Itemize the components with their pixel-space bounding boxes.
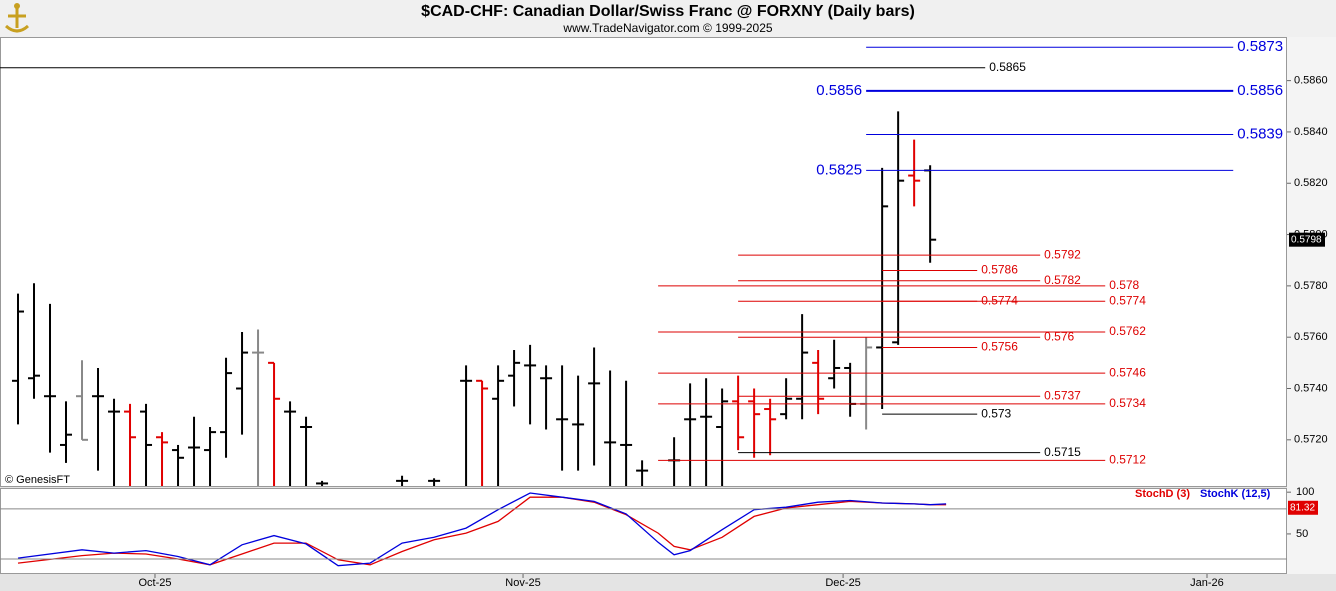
right-axis — [1287, 37, 1336, 574]
level-label: 0.573 — [981, 406, 1011, 420]
level-label: 0.5825 — [816, 161, 862, 178]
y-tick-label: 0.5740 — [1294, 382, 1328, 394]
level-label: 0.578 — [1109, 278, 1139, 292]
y-tick-label: 50 — [1296, 528, 1308, 540]
y-tick-label: 100 — [1296, 486, 1314, 498]
chart-subtitle: www.TradeNavigator.com © 1999-2025 — [562, 21, 772, 35]
last-price-box — [1289, 232, 1325, 247]
level-label: 0.5756 — [981, 340, 1018, 354]
level-label: 0.5762 — [1109, 324, 1146, 338]
logo — [4, 3, 30, 33]
legend-entry: StochD (3) — [1135, 488, 1190, 500]
level-label: 0.5715 — [1044, 445, 1081, 459]
level-label: 0.576 — [1044, 329, 1074, 343]
level-label: 0.5774 — [1109, 293, 1146, 307]
level-label: 0.5746 — [1109, 365, 1146, 379]
y-tick-label: 0.5860 — [1294, 75, 1328, 87]
level-label: 0.5786 — [981, 263, 1018, 277]
level-label: 0.5774 — [981, 293, 1018, 307]
level-label: 0.5782 — [1044, 273, 1081, 287]
chart-title: $CAD-CHF: Canadian Dollar/Swiss Franc @ … — [421, 3, 915, 20]
level-label: 0.5856 — [1237, 82, 1283, 99]
last-value-box — [1288, 500, 1318, 515]
level-label: 0.5792 — [1044, 247, 1081, 261]
price-panel — [0, 37, 1287, 487]
level-label: 0.5839 — [1237, 125, 1283, 142]
x-tick-label: Oct-25 — [138, 577, 171, 589]
level-label: 0.5737 — [1044, 388, 1081, 402]
header — [0, 0, 1336, 37]
level-label: 0.5734 — [1109, 396, 1146, 410]
last-value-label: 81.32 — [1290, 502, 1315, 513]
stoch-line — [17, 492, 947, 567]
legend-entry: StochK (12,5) — [1200, 488, 1271, 500]
y-tick-label: 0.5760 — [1294, 331, 1328, 343]
y-tick-label: 0.5840 — [1294, 126, 1328, 138]
last-price-label: 0.5798 — [1291, 234, 1322, 245]
x-tick-label: Nov-25 — [505, 577, 540, 589]
level-label: 0.5873 — [1237, 38, 1283, 55]
y-tick-label: 0.5720 — [1294, 434, 1328, 446]
y-tick-label: 0.5780 — [1294, 280, 1328, 292]
x-tick-label: Jan-26 — [1190, 577, 1224, 589]
level-label: 0.5712 — [1109, 453, 1146, 467]
y-tick-label: 0.5820 — [1294, 177, 1328, 189]
x-tick-label: Dec-25 — [825, 577, 860, 589]
watermark: © GenesisFT — [5, 474, 70, 486]
stoch-plot — [17, 492, 947, 567]
level-label: 0.5865 — [989, 60, 1026, 74]
level-label: 0.5856 — [816, 82, 862, 99]
